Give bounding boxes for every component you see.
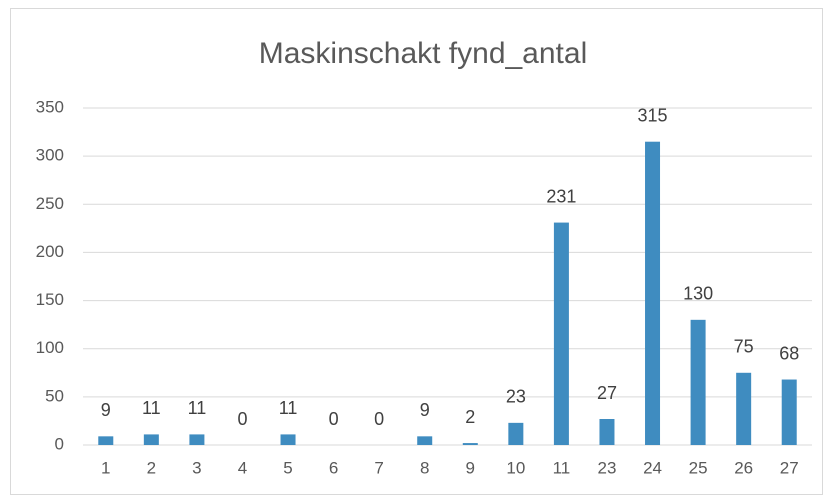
bar: [280, 434, 296, 445]
x-tick-label: 5: [283, 458, 292, 477]
bar: [143, 434, 159, 445]
x-tick-label: 3: [192, 458, 201, 477]
x-tick-label: 1: [101, 458, 110, 477]
y-tick-label: 0: [55, 434, 64, 453]
x-tick-label: 4: [238, 458, 247, 477]
x-tick-label: 27: [780, 458, 799, 477]
y-tick-label: 300: [36, 146, 64, 165]
bar: [462, 443, 478, 445]
data-label: 9: [101, 400, 111, 420]
bar: [417, 436, 433, 445]
data-label: 9: [420, 400, 430, 420]
bar: [690, 319, 706, 445]
data-label: 0: [237, 409, 247, 429]
data-label: 27: [597, 383, 617, 403]
bar: [645, 141, 661, 445]
data-label: 2: [465, 407, 475, 427]
data-label: 0: [329, 409, 339, 429]
data-label: 130: [683, 284, 713, 304]
data-label: 231: [546, 186, 576, 206]
y-tick-label: 50: [45, 386, 64, 405]
data-label: 315: [638, 105, 668, 125]
x-tick-label: 7: [374, 458, 383, 477]
data-label: 0: [374, 409, 384, 429]
y-tick-label: 150: [36, 290, 64, 309]
bar: [781, 379, 797, 445]
y-tick-label: 250: [36, 194, 64, 213]
data-label: 11: [279, 398, 298, 418]
x-tick-label: 9: [466, 458, 475, 477]
data-label: 68: [779, 343, 799, 363]
x-tick-label: 2: [147, 458, 156, 477]
x-tick-label: 8: [420, 458, 429, 477]
y-tick-label: 350: [36, 97, 64, 116]
bar: [736, 372, 752, 445]
x-tick-label: 6: [329, 458, 338, 477]
chart-border: [10, 8, 823, 495]
x-tick-label: 10: [506, 458, 525, 477]
bar: [553, 222, 569, 445]
x-tick-label: 24: [643, 458, 662, 477]
bar: [98, 436, 114, 445]
y-tick-label: 200: [36, 242, 64, 261]
x-tick-label: 11: [553, 458, 571, 477]
bar: [599, 419, 615, 445]
data-label: 23: [506, 387, 526, 407]
x-tick-label: 23: [598, 458, 617, 477]
bar: [189, 434, 205, 445]
data-label: 11: [188, 398, 207, 418]
x-tick-label: 25: [689, 458, 708, 477]
x-tick-label: 26: [734, 458, 753, 477]
bar: [508, 422, 524, 445]
y-tick-label: 100: [36, 338, 64, 357]
data-label: 75: [734, 337, 754, 357]
chart-title: Maskinschakt fynd_antal: [259, 37, 588, 70]
data-label: 11: [142, 398, 161, 418]
